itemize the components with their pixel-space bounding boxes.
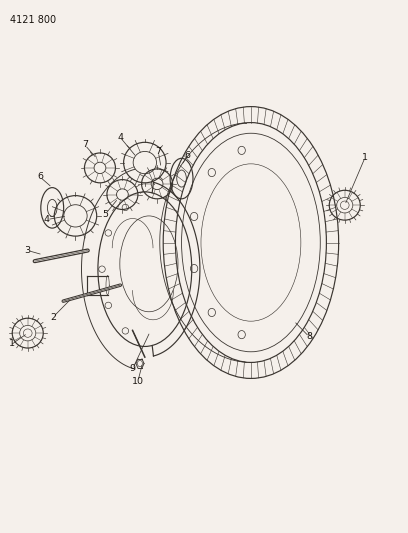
Text: 10: 10 xyxy=(132,377,144,385)
Text: 4: 4 xyxy=(44,215,50,224)
Text: 7: 7 xyxy=(155,148,161,156)
Text: 6: 6 xyxy=(185,151,191,160)
Text: 7: 7 xyxy=(82,141,88,149)
Text: 1: 1 xyxy=(362,153,368,161)
Text: 8: 8 xyxy=(306,333,312,341)
Text: 5: 5 xyxy=(102,210,108,219)
Text: 6: 6 xyxy=(37,173,43,181)
Text: 4: 4 xyxy=(118,133,123,142)
Text: 9: 9 xyxy=(130,365,135,373)
Text: 2: 2 xyxy=(50,313,56,321)
Text: 1: 1 xyxy=(9,340,15,348)
Text: 4121 800: 4121 800 xyxy=(10,15,56,25)
Text: 3: 3 xyxy=(24,246,31,255)
